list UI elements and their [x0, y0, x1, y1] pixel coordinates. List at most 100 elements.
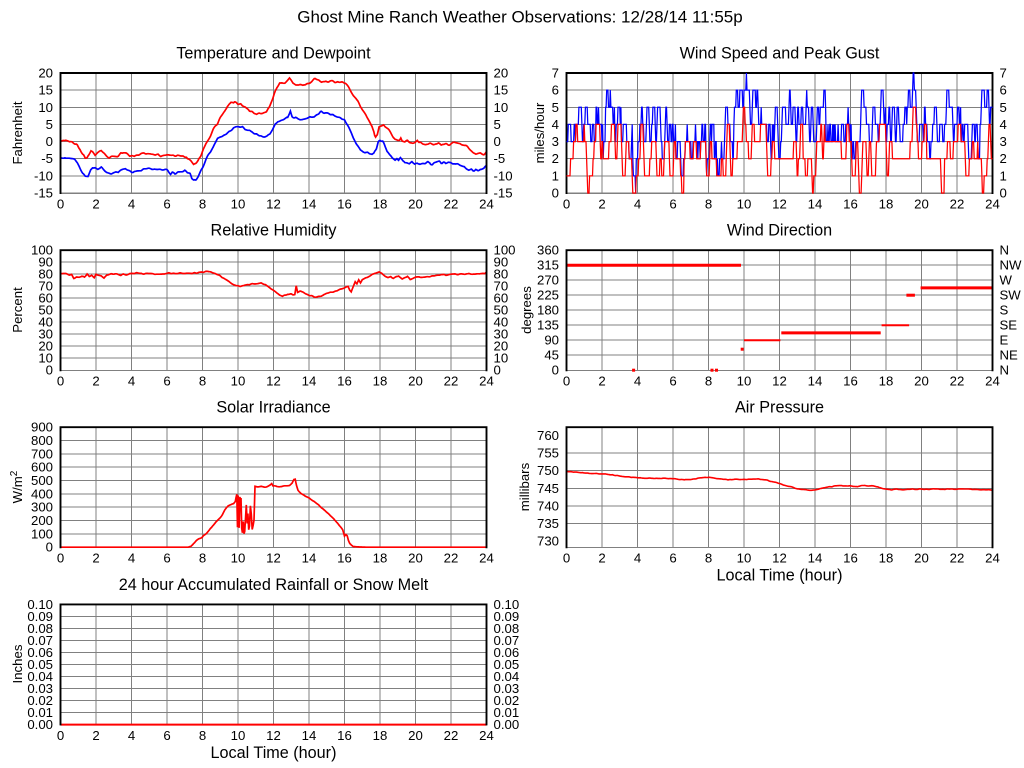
svg-text:14: 14 — [808, 551, 823, 566]
svg-text:4: 4 — [552, 117, 559, 132]
svg-text:Temperature and Dewpoint: Temperature and Dewpoint — [176, 45, 371, 63]
svg-text:W: W — [1000, 273, 1013, 288]
svg-text:4: 4 — [634, 551, 641, 566]
svg-text:20: 20 — [914, 374, 929, 389]
svg-text:14: 14 — [808, 374, 823, 389]
svg-text:6: 6 — [552, 83, 559, 98]
svg-text:500: 500 — [31, 473, 53, 488]
svg-text:-10: -10 — [494, 168, 513, 183]
svg-text:20: 20 — [914, 551, 929, 566]
svg-text:12: 12 — [266, 728, 281, 743]
svg-text:10: 10 — [231, 728, 246, 743]
svg-text:18: 18 — [373, 728, 388, 743]
svg-text:12: 12 — [266, 374, 281, 389]
svg-text:18: 18 — [879, 374, 894, 389]
svg-text:24: 24 — [479, 551, 494, 566]
svg-text:400: 400 — [31, 486, 53, 501]
svg-text:20: 20 — [494, 66, 509, 81]
svg-text:745: 745 — [537, 481, 559, 496]
svg-text:Ghost Mine Ranch Weather Obser: Ghost Mine Ranch Weather Observations: 1… — [297, 8, 742, 27]
svg-text:70: 70 — [494, 279, 509, 294]
svg-text:50: 50 — [494, 303, 509, 318]
svg-text:8: 8 — [199, 728, 206, 743]
svg-text:0.08: 0.08 — [27, 621, 53, 636]
svg-text:0.09: 0.09 — [27, 609, 53, 624]
svg-text:70: 70 — [38, 279, 53, 294]
svg-text:1: 1 — [552, 168, 559, 183]
svg-text:2: 2 — [1000, 151, 1007, 166]
svg-text:6: 6 — [163, 551, 170, 566]
svg-text:14: 14 — [808, 197, 823, 212]
svg-text:10: 10 — [38, 100, 53, 115]
svg-text:8: 8 — [705, 197, 712, 212]
svg-text:4: 4 — [128, 374, 135, 389]
svg-text:Inches: Inches — [10, 644, 25, 683]
svg-text:Local Time (hour): Local Time (hour) — [717, 567, 843, 585]
svg-text:10: 10 — [737, 374, 752, 389]
svg-text:315: 315 — [537, 258, 559, 273]
svg-text:6: 6 — [163, 374, 170, 389]
svg-text:12: 12 — [772, 374, 787, 389]
svg-text:14: 14 — [302, 551, 317, 566]
svg-text:Fahrenheit: Fahrenheit — [10, 101, 25, 164]
svg-text:0.00: 0.00 — [27, 717, 53, 732]
svg-text:22: 22 — [950, 374, 965, 389]
svg-text:90: 90 — [494, 255, 509, 270]
svg-text:0.10: 0.10 — [27, 597, 53, 612]
svg-text:60: 60 — [494, 291, 509, 306]
svg-text:0: 0 — [57, 728, 64, 743]
svg-text:40: 40 — [38, 315, 53, 330]
svg-text:5: 5 — [1000, 100, 1007, 115]
svg-text:6: 6 — [669, 197, 676, 212]
svg-text:10: 10 — [38, 351, 53, 366]
svg-text:20: 20 — [38, 339, 53, 354]
svg-text:3: 3 — [552, 134, 559, 149]
svg-text:0: 0 — [494, 134, 501, 149]
svg-text:100: 100 — [31, 526, 53, 541]
svg-text:10: 10 — [737, 197, 752, 212]
svg-text:0.05: 0.05 — [494, 657, 520, 672]
svg-text:8: 8 — [199, 374, 206, 389]
svg-text:4: 4 — [634, 197, 641, 212]
svg-text:5: 5 — [46, 117, 53, 132]
svg-text:Solar Irradiance: Solar Irradiance — [216, 399, 330, 417]
svg-text:SE: SE — [1000, 318, 1018, 333]
svg-text:8: 8 — [705, 374, 712, 389]
svg-text:22: 22 — [444, 728, 459, 743]
svg-text:90: 90 — [38, 255, 53, 270]
svg-text:10: 10 — [494, 100, 509, 115]
svg-text:90: 90 — [544, 333, 559, 348]
svg-text:2: 2 — [92, 728, 99, 743]
svg-text:Percent: Percent — [10, 287, 25, 333]
svg-text:SW: SW — [1000, 288, 1022, 303]
svg-text:12: 12 — [772, 197, 787, 212]
svg-text:0.01: 0.01 — [494, 705, 520, 720]
svg-text:15: 15 — [38, 83, 53, 98]
svg-text:0: 0 — [46, 363, 53, 378]
svg-text:0: 0 — [563, 197, 570, 212]
svg-text:16: 16 — [337, 728, 352, 743]
svg-text:S: S — [1000, 303, 1009, 318]
svg-text:80: 80 — [38, 267, 53, 282]
svg-text:8: 8 — [199, 197, 206, 212]
svg-text:24: 24 — [479, 728, 494, 743]
svg-text:80: 80 — [494, 267, 509, 282]
svg-text:730: 730 — [537, 534, 559, 549]
svg-text:700: 700 — [31, 446, 53, 461]
svg-text:0.04: 0.04 — [27, 669, 53, 684]
svg-text:NW: NW — [1000, 258, 1023, 273]
svg-text:0.08: 0.08 — [494, 621, 520, 636]
svg-text:50: 50 — [38, 303, 53, 318]
svg-text:7: 7 — [1000, 66, 1007, 81]
svg-text:2: 2 — [92, 374, 99, 389]
svg-text:7: 7 — [552, 66, 559, 81]
svg-text:30: 30 — [494, 327, 509, 342]
svg-text:24: 24 — [985, 374, 1000, 389]
svg-text:0.03: 0.03 — [494, 681, 520, 696]
svg-text:4: 4 — [634, 374, 641, 389]
svg-text:8: 8 — [199, 551, 206, 566]
svg-text:0.06: 0.06 — [27, 645, 53, 660]
svg-text:0: 0 — [552, 363, 559, 378]
svg-text:760: 760 — [537, 428, 559, 443]
svg-text:6: 6 — [669, 374, 676, 389]
